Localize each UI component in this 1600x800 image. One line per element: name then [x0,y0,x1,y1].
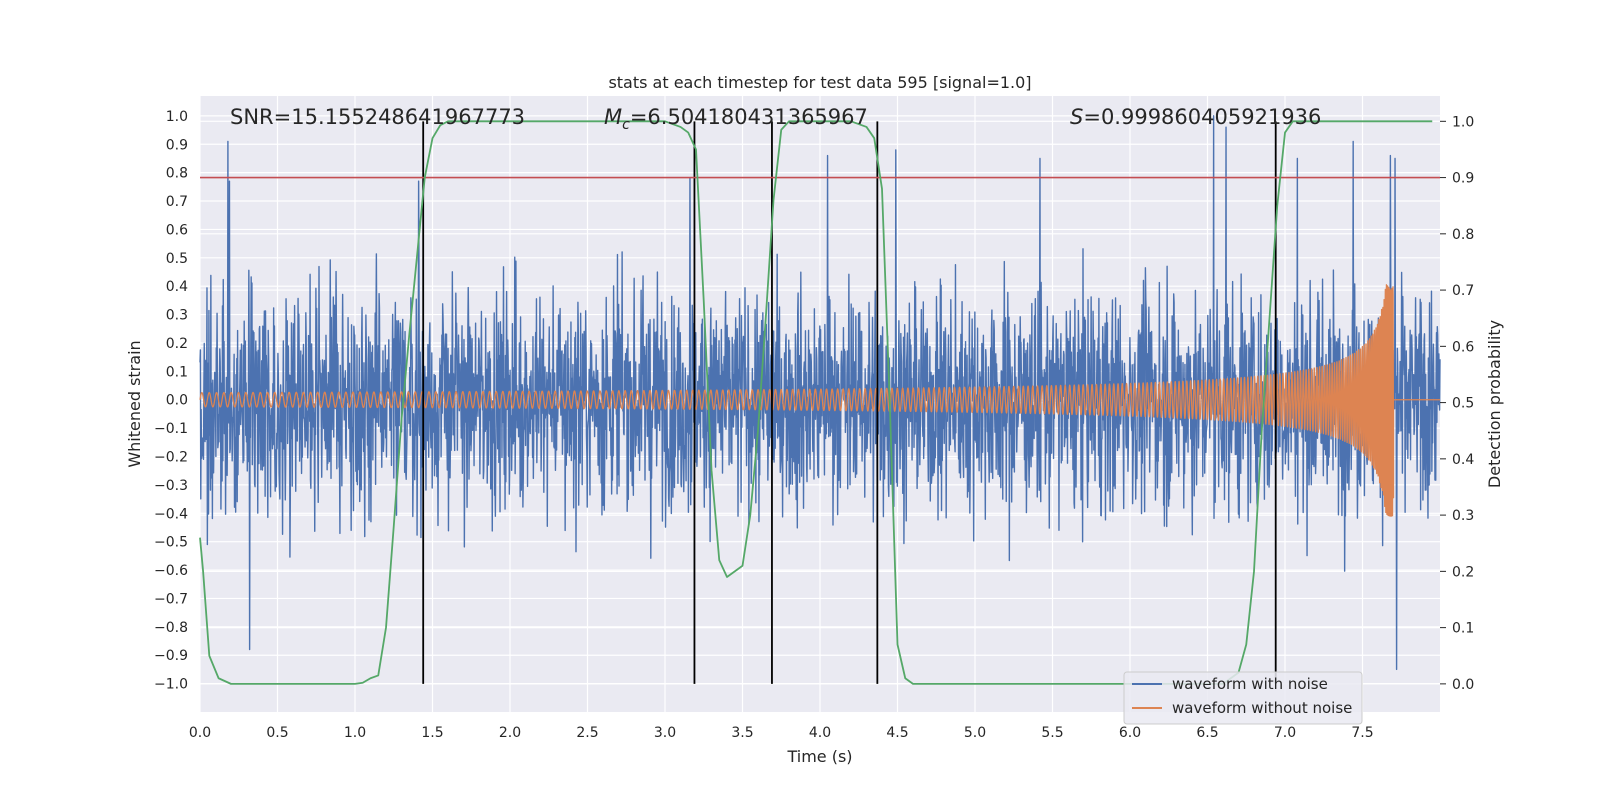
y-right-tick-label-6: 0.6 [1452,339,1474,355]
y-left-tick-label-9: −0.1 [154,421,188,437]
x-tick-label-12: 6.0 [1119,725,1141,741]
mc-symbol: M [604,105,622,129]
y-left-tick-label-7: −0.3 [154,478,188,494]
x-tick-label-3: 1.5 [421,725,443,741]
chirp-mass-annotation: Mc=6.504180431365967 [604,105,868,133]
x-tick-label-13: 6.5 [1196,725,1218,741]
y-right-tick-label-9: 0.9 [1452,171,1474,187]
x-tick-label-1: 0.5 [266,725,288,741]
y-left-tick-label-16: 0.6 [166,222,188,238]
y-left-tick-label-19: 0.9 [166,137,188,153]
y-right-tick-label-7: 0.7 [1452,283,1474,299]
y-axis-label-right: Detection probability [1485,320,1504,488]
legend-label-clean: waveform without noise [1172,699,1352,717]
y-right-tick-label-10: 1.0 [1452,114,1474,130]
x-axis-label: Time (s) [786,747,852,766]
y-left-tick-label-18: 0.8 [166,166,188,182]
legend-box [1123,671,1363,725]
chart-title: stats at each timestep for test data 595… [608,73,1031,92]
y-left-tick-label-17: 0.7 [166,194,188,210]
tick-labels: 0.0 0.5 1.0 1.5 2.0 2.5 3.0 3.5 4.0 4.5 5.0 5.5 6.0 6… [154,109,1474,741]
y-left-tick-label-13: 0.3 [166,308,188,324]
y-axis-label-left: Whitened strain [125,340,144,467]
y-left-tick-label-20: 1.0 [166,109,188,125]
mc-value: =6.504180431365967 [630,105,868,129]
x-tick-label-10: 5.0 [964,725,986,741]
y-right-tick-label-0: 0.0 [1452,677,1474,693]
y-left-tick-label-15: 0.5 [166,251,188,267]
x-tick-label-11: 5.5 [1041,725,1063,741]
score-annotation: S=0.999860405921936 [1070,105,1321,129]
legend: waveform with noise waveform without noi… [1123,671,1363,725]
chirp-series-layer [199,284,1440,517]
y-left-tick-label-1: −0.9 [154,648,188,664]
y-right-tick-label-3: 0.3 [1452,508,1474,524]
y-right-tick-label-5: 0.5 [1452,396,1474,412]
y-right-tick-label-8: 0.8 [1452,227,1474,243]
legend-label-noise: waveform with noise [1172,675,1328,693]
y-left-tick-label-3: −0.7 [154,591,188,607]
y-left-tick-label-6: −0.4 [154,506,188,522]
y-left-tick-label-4: −0.6 [154,563,188,579]
x-tick-label-4: 2.0 [499,725,521,741]
y-left-tick-label-10: 0.0 [166,393,188,409]
vertical-lines [422,121,1277,684]
y-right-tick-label-4: 0.4 [1452,452,1474,468]
x-tick-label-7: 3.5 [731,725,753,741]
x-tick-label-15: 7.5 [1351,725,1373,741]
s-symbol: S [1070,105,1083,129]
x-tick-label-0: 0.0 [189,725,211,741]
y-right-tick-label-1: 0.1 [1452,621,1474,637]
y-left-tick-label-2: −0.8 [154,620,188,636]
y-left-tick-label-11: 0.1 [166,364,188,380]
x-tick-label-14: 7.0 [1274,725,1296,741]
y-right-tick-label-2: 0.2 [1452,564,1474,580]
y-left-tick-label-8: −0.2 [154,450,188,466]
x-tick-label-6: 3.0 [654,725,676,741]
x-tick-label-8: 4.0 [809,725,831,741]
y-left-tick-label-0: −1.0 [154,677,188,693]
x-tick-label-2: 1.0 [344,725,366,741]
snr-annotation: SNR=15.155248641967773 [230,105,525,129]
mc-subscript: c [622,117,630,133]
y-left-tick-label-12: 0.2 [166,336,188,352]
x-tick-label-9: 4.5 [886,725,908,741]
y-left-tick-label-5: −0.5 [154,535,188,551]
s-value: =0.999860405921936 [1083,105,1321,129]
x-tick-label-5: 2.5 [576,725,598,741]
series-waveform-without-noise [199,284,1440,517]
y-left-tick-label-14: 0.4 [166,279,188,295]
